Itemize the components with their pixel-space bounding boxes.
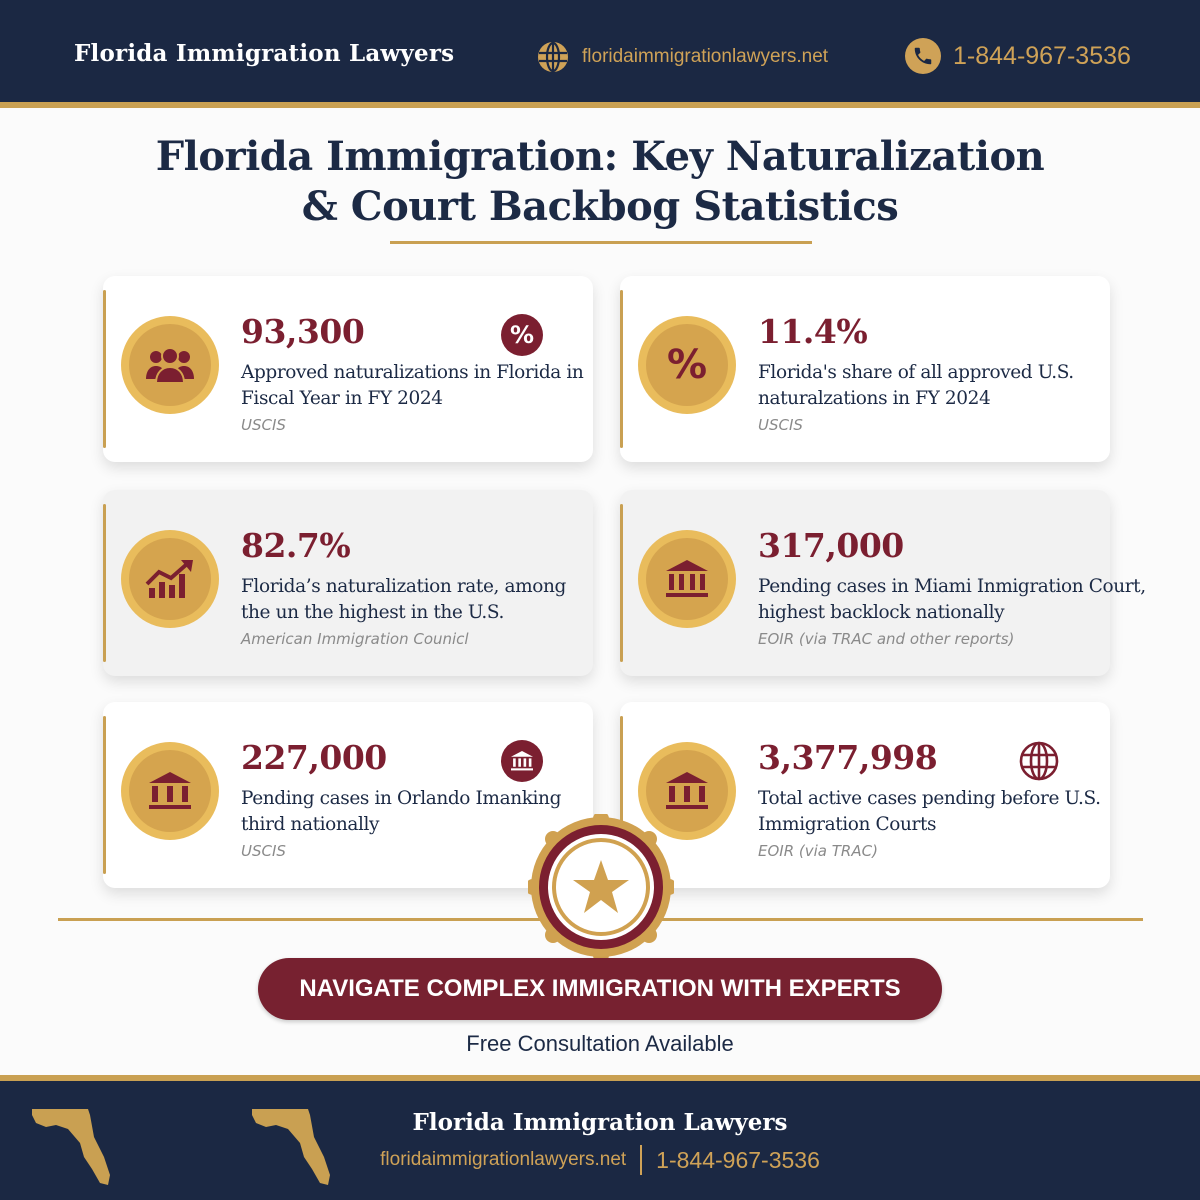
title-divider [390,241,812,244]
footer-brand: Florida Immigration Lawyers [412,1109,788,1136]
header-phone-link[interactable]: 1-844-967-3536 [905,38,1131,74]
stat-card-total-active-cases: 3,377,998 Total active cases pending bef… [620,702,1110,888]
page-title: Florida Immigration: Key Naturalization … [0,132,1200,232]
cta-subtext: Free Consultation Available [466,1031,734,1056]
stat-source: EOIR (via TRAC and other reports) [758,630,1015,648]
footer-website-link[interactable]: floridaimmigrationlawyers.net [380,1149,627,1170]
florida-map-icon [32,1109,110,1185]
footer-separator [640,1145,643,1175]
stat-source: American Immigration Counicl [241,630,469,648]
stat-value: 3,377,998 [758,738,938,777]
stat-value: 93,300 [241,312,365,351]
stat-description: Approved naturalizations in Florida in F… [241,362,584,409]
florida-map-icon [252,1109,330,1185]
courthouse-icon [666,560,708,597]
header-phone: 1-844-967-3536 [953,41,1131,70]
stat-description: Florida's share of all approved U.S. nat… [758,362,1074,409]
star-seal-icon [528,814,674,960]
header-website-link[interactable]: floridaimmigrationlawyers.net [536,40,828,74]
stat-card-florida-share: % 11.4% Florida's share of all approved … [620,276,1110,462]
stat-value: 317,000 [758,526,904,565]
globe-icon [538,41,568,73]
chart-growth-icon [145,560,193,598]
stat-description: Florida’s naturalization rate, among the… [241,576,566,623]
cta-button[interactable]: NAVIGATE COMPLEX IMMIGRATION WITH EXPERT… [258,958,942,1020]
header-brand: Florida Immigration Lawyers [74,40,455,67]
footer: Florida Immigration Lawyers floridaimmig… [0,1075,1200,1200]
stat-description: Pending cases in Miami Inmigration Court… [758,576,1146,623]
stat-source: USCIS [758,416,803,434]
stat-source: USCIS [241,842,286,860]
stat-description: Total active cases pending before U.S. I… [758,788,1101,835]
stat-source: EOIR (via TRAC) [758,842,878,860]
stat-card-naturalization-rate: 82.7% Florida’s naturalization rate, amo… [103,490,593,676]
page-title-line2: & Court Backbog Statistics [301,183,899,230]
globe-icon [1018,740,1060,782]
percent-icon: % [666,342,708,388]
courthouse-icon [501,740,543,782]
stat-description: Pending cases in Orlando Imanking third … [241,788,562,835]
stat-card-orlando-court: 227,000 Pending cases in Orlando Imankin… [103,702,593,888]
footer-phone-link[interactable]: 1-844-967-3536 [656,1146,820,1173]
page-title-line1: Florida Immigration: Key Naturalization [155,133,1045,180]
courthouse-icon [149,772,191,809]
top-header: Florida Immigration Lawyers floridaimmig… [0,0,1200,108]
footer-contact: floridaimmigrationlawyers.net 1-844-967-… [0,1145,1200,1175]
phone-icon [905,38,941,74]
stat-value: 82.7% [241,526,351,565]
stat-source: USCIS [241,416,286,434]
percent-icon: % [501,314,543,356]
stat-card-miami-court: 317,000 Pending cases in Miami Inmigrati… [620,490,1146,676]
header-website: floridaimmigrationlawyers.net [582,46,829,67]
stat-card-approved-naturalizations: 93,300 Approved naturalizations in Flori… [103,276,593,462]
stat-value: 11.4% [758,312,868,351]
stat-value: 227,000 [241,738,387,777]
people-icon [146,347,194,384]
courthouse-icon [666,772,708,809]
